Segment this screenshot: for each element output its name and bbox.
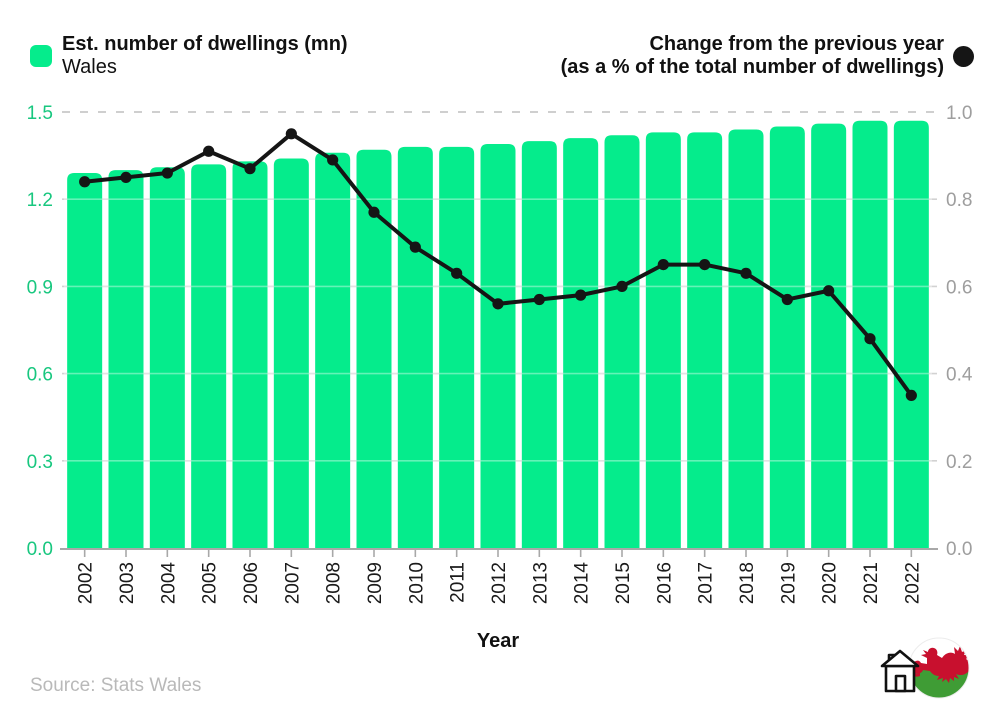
x-tick-label: 2020 bbox=[820, 562, 841, 604]
line-point bbox=[657, 259, 669, 271]
line-series-marker-icon bbox=[953, 45, 974, 67]
bar bbox=[273, 158, 309, 549]
x-axis-title: Year bbox=[476, 630, 520, 652]
bar bbox=[232, 161, 268, 548]
bar bbox=[521, 141, 557, 549]
line-point bbox=[409, 241, 421, 253]
left-axis-tick-label: 0.9 bbox=[27, 277, 53, 298]
right-axis-tick-label: 0.4 bbox=[946, 365, 973, 386]
left-axis-tick-label: 0.0 bbox=[27, 539, 53, 560]
bar bbox=[480, 143, 516, 548]
right-axis-tick-label: 1.0 bbox=[946, 103, 972, 124]
x-tick-label: 2006 bbox=[241, 562, 262, 604]
bar bbox=[645, 132, 681, 548]
bar bbox=[315, 152, 351, 548]
x-tick-label: 2003 bbox=[117, 562, 138, 604]
line-point bbox=[575, 289, 587, 301]
bar bbox=[191, 164, 227, 548]
bar bbox=[811, 123, 847, 549]
line-point bbox=[79, 176, 91, 188]
line-point bbox=[368, 206, 380, 218]
x-tick-label: 2004 bbox=[158, 562, 179, 605]
line-point bbox=[327, 154, 339, 166]
bar-series bbox=[67, 120, 929, 549]
line-markers bbox=[79, 128, 917, 401]
welsh-dragon-flag-badge bbox=[908, 637, 970, 699]
x-tick-label: 2021 bbox=[861, 562, 882, 604]
house-icon bbox=[880, 649, 920, 693]
x-tick-label: 2017 bbox=[696, 562, 717, 604]
bar bbox=[356, 149, 392, 548]
bar bbox=[397, 146, 433, 548]
x-tick-label: 2014 bbox=[572, 562, 593, 605]
line-point bbox=[161, 167, 173, 179]
x-tick-label: 2018 bbox=[737, 562, 758, 604]
line-point bbox=[781, 293, 793, 306]
x-tick-label: 2007 bbox=[282, 562, 303, 604]
bar bbox=[604, 135, 640, 548]
source-caption: Source: Stats Wales bbox=[30, 675, 202, 696]
x-tick-label: 2019 bbox=[778, 562, 799, 604]
bar bbox=[108, 170, 144, 548]
line-point bbox=[864, 333, 876, 345]
x-tick-label: 2016 bbox=[654, 562, 675, 604]
bar bbox=[728, 129, 764, 548]
line-point bbox=[699, 259, 711, 271]
bar bbox=[439, 146, 475, 548]
line-point bbox=[244, 163, 256, 175]
bar bbox=[149, 167, 185, 548]
welsh-dragon-icon bbox=[909, 646, 969, 683]
line-point bbox=[905, 389, 917, 401]
line-point bbox=[285, 128, 297, 140]
line-point bbox=[492, 298, 504, 310]
right-axis-tick-label: 0.6 bbox=[946, 277, 972, 298]
line-point bbox=[740, 267, 752, 279]
line-point bbox=[203, 145, 215, 157]
legend-bars-title: Est. number of dwellings (mn) bbox=[62, 33, 348, 55]
x-tick-label: 2015 bbox=[613, 562, 634, 604]
x-tick-label: 2022 bbox=[902, 562, 923, 604]
bar bbox=[893, 120, 929, 548]
line-point bbox=[616, 280, 628, 292]
right-axis-tick-label: 0.0 bbox=[946, 539, 972, 560]
left-axis-tick-label: 0.6 bbox=[27, 365, 53, 386]
x-tick-label: 2011 bbox=[448, 562, 469, 603]
legend-bars-subtitle: Wales bbox=[62, 56, 117, 78]
legend-line-title: Change from the previous year bbox=[649, 33, 944, 55]
x-tick-label: 2013 bbox=[530, 562, 551, 604]
x-tick-label: 2009 bbox=[365, 562, 386, 604]
legend-bars: Est. number of dwellings (mn) Wales bbox=[30, 33, 348, 79]
left-axis-tick-label: 1.2 bbox=[27, 190, 53, 211]
right-axis-tick-label: 0.2 bbox=[946, 452, 972, 473]
x-tick-label: 2012 bbox=[489, 562, 510, 604]
footer-logo bbox=[880, 637, 970, 699]
left-axis-tick-label: 1.5 bbox=[27, 103, 53, 124]
legend-line: Change from the previous year (as a % of… bbox=[561, 33, 974, 79]
right-axis-tick-label: 0.8 bbox=[946, 190, 972, 211]
line-point bbox=[533, 293, 545, 306]
x-tick-label: 2002 bbox=[76, 562, 97, 604]
legend-line-subtitle: (as a % of the total number of dwellings… bbox=[560, 56, 944, 78]
left-axis-tick-label: 0.3 bbox=[27, 452, 53, 473]
x-tick-label: 2008 bbox=[324, 562, 345, 604]
line-point bbox=[823, 285, 835, 297]
line-point bbox=[451, 267, 463, 279]
bar-series-swatch-icon bbox=[30, 45, 52, 67]
x-tick-label: 2010 bbox=[406, 562, 427, 604]
bar bbox=[563, 138, 599, 548]
bar bbox=[687, 132, 723, 548]
x-tick-label: 2005 bbox=[200, 562, 221, 604]
dual-axis-bar-line-chart: 2002 2003 2004 2005 2006 2007 2008 2009 2010 2011… bbox=[27, 103, 973, 605]
bar bbox=[67, 173, 103, 549]
line-point bbox=[120, 171, 132, 183]
bar bbox=[769, 126, 805, 549]
